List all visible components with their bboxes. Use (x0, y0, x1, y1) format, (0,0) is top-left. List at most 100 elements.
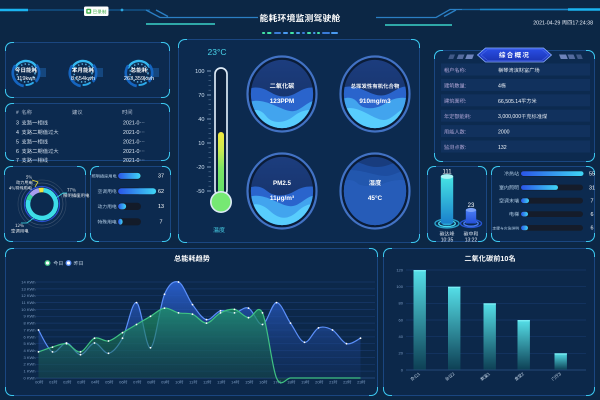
svg-text:7: 7 (16, 158, 19, 164)
svg-text:13 KWh: 13 KWh (21, 286, 35, 291)
svg-text:9 KWh: 9 KWh (23, 314, 35, 319)
svg-text:62: 62 (158, 189, 164, 195)
svg-text:119kwh: 119kwh (17, 76, 36, 82)
svg-text:2: 2 (451, 371, 456, 377)
svg-text:7: 7 (160, 220, 163, 226)
svg-text:132: 132 (498, 145, 507, 151)
svg-text:4: 4 (16, 130, 19, 136)
svg-text:13: 13 (158, 204, 164, 210)
svg-text:2021-04-29: 2021-04-29 (533, 20, 560, 26)
svg-text:2: 2 (520, 371, 525, 377)
svg-text::: : (465, 145, 466, 151)
svg-text:PM2.5: PM2.5 (273, 180, 291, 187)
svg-text:10: 10 (500, 254, 508, 263)
svg-text:120: 120 (396, 267, 403, 272)
svg-text:11: 11 (189, 380, 194, 385)
svg-text:10: 10 (198, 141, 204, 147)
svg-text:12 KWh: 12 KWh (21, 293, 35, 298)
svg-text:3,000,000: 3,000,000 (498, 114, 521, 120)
svg-text:6: 6 (591, 212, 594, 218)
svg-text:0 KWh: 0 KWh (23, 375, 35, 380)
svg-text:02: 02 (63, 380, 68, 385)
svg-text::: : (465, 130, 466, 136)
svg-text:31: 31 (589, 185, 595, 191)
svg-text:1: 1 (486, 371, 491, 377)
svg-text:2021-0: 2021-0 (123, 149, 140, 155)
svg-text:21: 21 (329, 380, 334, 385)
svg-text:7: 7 (591, 199, 594, 205)
svg-text:16: 16 (259, 380, 264, 385)
svg-text:1 KWh: 1 KWh (23, 369, 35, 374)
svg-text:6: 6 (16, 149, 19, 155)
svg-text:100: 100 (195, 69, 204, 75)
svg-text:13:22: 13:22 (465, 238, 478, 244)
svg-text:09: 09 (161, 380, 166, 385)
svg-text:03: 03 (77, 380, 82, 385)
svg-text:4 KWh: 4 KWh (23, 348, 35, 353)
svg-text:20: 20 (315, 380, 320, 385)
svg-text::: : (465, 68, 466, 74)
svg-text:2021-0: 2021-0 (123, 121, 140, 127)
svg-text:8,654kwh: 8,654kwh (71, 76, 95, 82)
svg-text:45°C: 45°C (368, 194, 383, 202)
svg-text:3: 3 (16, 121, 19, 127)
svg-text:66,505.14: 66,505.14 (498, 99, 521, 105)
svg-text:7 KWh: 7 KWh (23, 327, 35, 332)
svg-text:0: 0 (401, 367, 404, 372)
svg-text:55: 55 (589, 171, 595, 177)
svg-text:40: 40 (399, 334, 404, 339)
svg-text:910mg/m3: 910mg/m3 (359, 98, 391, 105)
svg-text:6 KWh: 6 KWh (23, 334, 35, 339)
svg-text:2000: 2000 (498, 130, 510, 136)
svg-text:10: 10 (175, 380, 180, 385)
svg-text:111: 111 (442, 170, 452, 176)
svg-text:14: 14 (231, 380, 236, 385)
svg-text:37: 37 (158, 174, 164, 180)
svg-text:3 KWh: 3 KWh (23, 355, 35, 360)
svg-text:2021-0: 2021-0 (123, 140, 140, 146)
svg-text:23: 23 (357, 380, 362, 385)
svg-text:17:24:38: 17:24:38 (572, 20, 593, 26)
svg-text:06: 06 (119, 380, 124, 385)
svg-text:13: 13 (217, 380, 222, 385)
svg-text::: : (465, 99, 466, 105)
svg-text:10:35: 10:35 (441, 238, 454, 244)
svg-text:-20: -20 (196, 165, 204, 171)
svg-text:60: 60 (399, 317, 404, 322)
svg-text:14 KWh: 14 KWh (21, 279, 35, 284)
svg-text:70: 70 (198, 93, 204, 99)
svg-text:15: 15 (245, 380, 250, 385)
svg-text:3: 3 (557, 371, 562, 377)
svg-text:22: 22 (343, 380, 348, 385)
svg-text:00: 00 (35, 380, 40, 385)
svg-text:1: 1 (416, 371, 421, 377)
svg-text:23: 23 (468, 203, 475, 209)
svg-text:100: 100 (396, 284, 403, 289)
svg-text:11 KWh: 11 KWh (22, 300, 36, 305)
svg-text:05: 05 (105, 380, 110, 385)
svg-text:17: 17 (273, 380, 278, 385)
svg-text::: : (465, 83, 466, 89)
svg-text::: : (470, 114, 471, 120)
svg-text:19: 19 (301, 380, 306, 385)
svg-text:23°C: 23°C (208, 47, 227, 57)
svg-text:263,359kwh: 263,359kwh (124, 76, 154, 82)
svg-text:10 KWh: 10 KWh (21, 307, 35, 312)
svg-text:18: 18 (287, 380, 292, 385)
svg-text:-50: -50 (196, 189, 204, 195)
svg-text:40: 40 (198, 117, 204, 123)
svg-text:12: 12 (203, 380, 208, 385)
svg-text:11μg/m³: 11μg/m³ (270, 195, 294, 202)
svg-text:5 KWh: 5 KWh (23, 341, 35, 346)
svg-text:08: 08 (147, 380, 152, 385)
svg-text:04: 04 (91, 380, 96, 385)
svg-text:20: 20 (399, 351, 404, 356)
svg-text:6: 6 (591, 226, 594, 232)
svg-text:5: 5 (16, 140, 19, 146)
svg-text:07: 07 (133, 380, 138, 385)
svg-text:4: 4 (498, 83, 501, 89)
svg-text:2021-0: 2021-0 (123, 130, 140, 136)
svg-text:2021-0: 2021-0 (123, 158, 140, 164)
svg-text:80: 80 (399, 301, 404, 306)
svg-text:8 KWh: 8 KWh (23, 321, 35, 326)
